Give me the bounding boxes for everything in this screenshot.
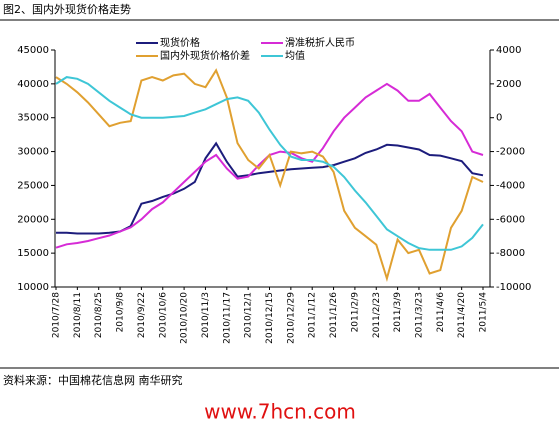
x-tick-label: 2010/7/28 bbox=[52, 292, 62, 338]
y-tick-label: 25000 bbox=[17, 180, 49, 191]
x-tick-label: 2010/12/29 bbox=[286, 292, 296, 344]
series-line bbox=[55, 68, 484, 283]
legend-label: 均值 bbox=[285, 49, 305, 62]
x-tick-label: 2011/5/4 bbox=[479, 292, 489, 333]
chart-title: 图2、国内外现货价格走势 bbox=[3, 2, 131, 16]
x-tick-label: 2011/1/26 bbox=[329, 292, 339, 338]
x-tick-label: 2011/2/9 bbox=[350, 292, 360, 333]
y-tick-label: 10000 bbox=[17, 282, 49, 293]
x-tick-label: 2011/4/6 bbox=[436, 292, 446, 333]
y-tick-label: 35000 bbox=[17, 113, 49, 124]
x-tick-label: 2010/9/22 bbox=[137, 292, 147, 338]
y2-tick-label: -2000 bbox=[496, 147, 525, 158]
x-tick-label: 2010/12/15 bbox=[265, 292, 275, 344]
x-tick-label: 2010/8/11 bbox=[73, 292, 83, 338]
series-line bbox=[55, 76, 484, 251]
x-tick-label: 2010/8/25 bbox=[94, 292, 104, 338]
x-tick-label: 2010/10/6 bbox=[158, 292, 168, 338]
x-tick-label: 2010/11/3 bbox=[201, 292, 211, 338]
y-tick-label: 30000 bbox=[17, 147, 49, 158]
source: 资料来源：中国棉花信息网 南华研究 bbox=[3, 373, 183, 387]
x-tick-label: 2011/4/20 bbox=[457, 292, 467, 338]
watermark: www.7hcn.com bbox=[204, 400, 356, 424]
legend-label: 国内外现货价格价差 bbox=[160, 49, 250, 62]
y-tick-label: 20000 bbox=[17, 214, 49, 225]
legend-label: 现货价格 bbox=[160, 36, 200, 49]
x-tick-label: 2011/3/9 bbox=[393, 292, 403, 333]
y2-tick-label: -8000 bbox=[496, 248, 525, 259]
y2-tick-label: -4000 bbox=[496, 180, 525, 191]
x-tick-label: 2011/3/23 bbox=[414, 292, 424, 338]
x-tick-label: 2011/2/23 bbox=[372, 292, 382, 338]
y2-tick-label: -10000 bbox=[496, 282, 531, 293]
y2-tick-label: -6000 bbox=[496, 214, 525, 225]
x-tick-label: 2010/12/1 bbox=[244, 292, 254, 338]
x-tick-label: 2010/10/20 bbox=[180, 292, 190, 344]
y-tick-label: 40000 bbox=[17, 79, 49, 90]
x-tick-label: 2011/1/12 bbox=[308, 292, 318, 338]
y2-tick-label: 0 bbox=[496, 113, 502, 124]
y-tick-label: 45000 bbox=[17, 45, 49, 56]
y-tick-label: 15000 bbox=[17, 248, 49, 259]
x-tick-label: 2010/9/8 bbox=[116, 292, 126, 333]
y2-tick-label: 2000 bbox=[496, 79, 521, 90]
y2-tick-label: 4000 bbox=[496, 45, 521, 56]
x-tick-label: 2010/11/17 bbox=[222, 292, 232, 344]
legend-label: 滑准税折人民币 bbox=[285, 36, 355, 49]
